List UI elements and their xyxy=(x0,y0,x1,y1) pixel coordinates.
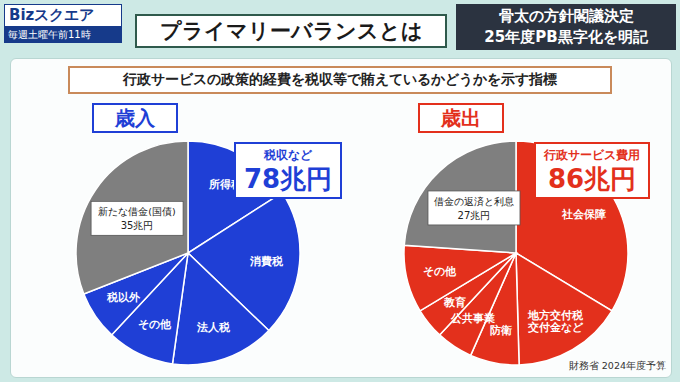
html-text:86兆円: 86兆円 xyxy=(547,164,637,194)
svg-text:新たな借金(国債): 新たな借金(国債) xyxy=(98,206,175,217)
html-text:78兆円: 78兆円 xyxy=(244,164,333,194)
svg-text:35兆円: 35兆円 xyxy=(121,220,154,231)
svg-text:27兆円: 27兆円 xyxy=(458,210,491,221)
html-text:毎週土曜午前11時: 毎週土曜午前11時 xyxy=(8,29,91,40)
svg-text:借金の返済と利息: 借金の返済と利息 xyxy=(434,196,514,207)
svg-text:法人税: 法人税 xyxy=(196,321,231,334)
html-text:行政サービス費用: 行政サービス費用 xyxy=(544,148,640,162)
svg-text:所得税: 所得税 xyxy=(209,178,243,191)
svg-text:防衛: 防衛 xyxy=(490,324,512,336)
html-text:税収など: 税収など xyxy=(264,148,313,162)
html-text:Bizスクエア: Bizスクエア xyxy=(9,6,95,24)
svg-text:税以外: 税以外 xyxy=(106,291,141,303)
html-text:プライマリーバランスとは: プライマリーバランスとは xyxy=(159,19,423,43)
svg-text:その他: その他 xyxy=(138,318,172,331)
svg-text:その他: その他 xyxy=(423,265,457,278)
html-text:骨太の方針閣議決定: 骨太の方針閣議決定 xyxy=(498,7,634,25)
svg-text:教育: 教育 xyxy=(443,296,466,308)
svg-text:交付金など: 交付金など xyxy=(527,321,584,334)
html-text:歳入: 歳入 xyxy=(115,105,155,130)
svg-text:消費税: 消費税 xyxy=(249,255,284,267)
svg-text:公共事業: 公共事業 xyxy=(450,312,495,325)
html-text:歳出: 歳出 xyxy=(441,105,481,130)
html-text:財務省 2024年度予算: 財務省 2024年度予算 xyxy=(568,360,666,371)
svg-text:地方交付税: 地方交付税 xyxy=(527,309,584,321)
html-text:行政サービスの政策的経費を税収等で賄えているかどうかを示す指: 行政サービスの政策的経費を税収等で賄えているかどうかを示す指標 xyxy=(123,71,557,87)
html-text:25年度PB黒字化を明記: 25年度PB黒字化を明記 xyxy=(484,28,648,46)
svg-text:社会保障: 社会保障 xyxy=(561,208,606,220)
